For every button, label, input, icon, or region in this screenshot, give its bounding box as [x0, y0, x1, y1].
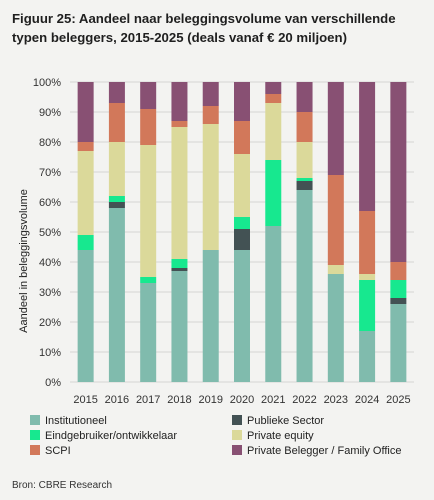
y-tick-label: 60% — [39, 197, 61, 209]
y-axis-ticks: 0% 10% 20% 30% 40% 50% 60% 70% 80% 90% 100% — [33, 77, 61, 389]
bar-segment — [77, 151, 94, 235]
legend-swatch — [232, 445, 242, 455]
legend-label: Eindgebruiker/ontwikkelaar — [45, 430, 177, 442]
chart-title: Figuur 25: Aandeel naar beleggingsvolume… — [12, 11, 396, 45]
bar-segment — [390, 298, 407, 304]
bar-segment — [77, 142, 94, 151]
bar-segment — [77, 82, 94, 142]
y-tick-label: 10% — [39, 347, 61, 359]
legend: Institutioneel Publieke Sector Eindgebruik… — [30, 415, 401, 457]
bar-segment — [234, 229, 250, 250]
bar-segment — [390, 280, 407, 298]
bar-segment — [265, 94, 282, 103]
source-note: Bron: CBRE Research — [12, 480, 113, 491]
bar-segment — [296, 142, 313, 178]
bar-segment — [234, 121, 250, 154]
bar-segment — [140, 82, 157, 109]
bar-segment — [202, 124, 219, 250]
bar-segment — [359, 274, 376, 280]
y-tick-label: 0% — [45, 377, 61, 389]
y-tick-label: 30% — [39, 287, 61, 299]
legend-swatch — [232, 415, 242, 425]
legend-label: Private equity — [247, 430, 314, 442]
bar-segment — [140, 145, 157, 277]
bar-segment — [296, 112, 313, 142]
bar-segment — [202, 106, 219, 124]
y-tick-label: 100% — [33, 77, 61, 89]
bar-segment — [202, 250, 219, 382]
legend-swatch — [232, 430, 242, 440]
x-tick-label: 2023 — [324, 394, 348, 406]
bar-segment — [108, 208, 125, 382]
bar-segment — [296, 190, 313, 382]
y-tick-label: 50% — [39, 227, 61, 239]
x-tick-label: 2019 — [198, 394, 222, 406]
bar-segment — [327, 175, 344, 265]
bar-segment — [390, 262, 407, 280]
bar-segment — [296, 181, 313, 190]
bar-segment — [234, 217, 250, 229]
y-axis-label: Aandeel in beleggingsvolume — [18, 189, 30, 333]
stacked-bar-chart: 0%10%20%30%40%50%60%70%80%90%100% 2015 20… — [18, 77, 414, 457]
y-tick-label: 80% — [39, 137, 61, 149]
bar-segment — [202, 82, 219, 106]
bar-segment — [265, 103, 282, 160]
legend-label: Private Belegger / Family Office — [247, 445, 401, 457]
bar-segment — [171, 121, 188, 127]
bar-segment — [390, 304, 407, 382]
bar-segment — [108, 82, 125, 103]
bar-segment — [108, 103, 125, 142]
legend-label: Publieke Sector — [247, 415, 324, 427]
bar-segment — [171, 271, 188, 382]
bar-segment — [171, 259, 188, 268]
legend-label: Institutioneel — [45, 415, 107, 427]
bar-segment — [265, 82, 282, 94]
bar-segment — [265, 226, 282, 382]
bar-segment — [171, 127, 188, 259]
x-tick-label: 2016 — [105, 394, 129, 406]
legend-swatch — [30, 415, 40, 425]
bar-segment — [234, 154, 250, 217]
y-tick-label: 90% — [39, 107, 61, 119]
legend-label: SCPI — [45, 445, 71, 457]
bar-segment — [77, 235, 94, 250]
x-tick-label: 2025 — [386, 394, 410, 406]
bar-segment — [296, 178, 313, 181]
bar-segment — [234, 250, 250, 382]
bar-segment — [108, 196, 125, 202]
bar-segment — [359, 211, 376, 274]
x-tick-label: 2018 — [167, 394, 191, 406]
bar-segment — [140, 277, 157, 283]
bar-segment — [171, 268, 188, 271]
x-tick-label: 2022 — [292, 394, 316, 406]
bar-segment — [234, 82, 250, 121]
bar-segment — [265, 160, 282, 226]
bar-segment — [327, 82, 344, 175]
x-tick-label: 2024 — [355, 394, 379, 406]
legend-swatch — [30, 430, 40, 440]
y-tick-label: 40% — [39, 257, 61, 269]
x-axis-ticks: 2015 2016 2017 2018 2019 2020 2021 2022 2023 2024… — [73, 394, 410, 406]
bar-segment — [327, 274, 344, 382]
bar-segment — [296, 82, 313, 112]
x-tick-label: 2017 — [136, 394, 160, 406]
bar-segment — [108, 142, 125, 196]
bar-segment — [140, 283, 157, 382]
bar-segment — [171, 82, 188, 121]
bar-segment — [327, 265, 344, 274]
bars — [77, 82, 407, 382]
x-tick-label: 2021 — [261, 394, 285, 406]
bar-segment — [390, 82, 407, 262]
bar-segment — [77, 250, 94, 382]
bar-segment — [359, 280, 376, 331]
y-tick-label: 70% — [39, 167, 61, 179]
bar-segment — [359, 82, 376, 211]
x-tick-label: 2015 — [73, 394, 97, 406]
bar-segment — [359, 331, 376, 382]
y-tick-label: 20% — [39, 317, 61, 329]
bar-segment — [140, 109, 157, 145]
legend-swatch — [30, 445, 40, 455]
bar-segment — [108, 202, 125, 208]
x-tick-label: 2020 — [230, 394, 254, 406]
